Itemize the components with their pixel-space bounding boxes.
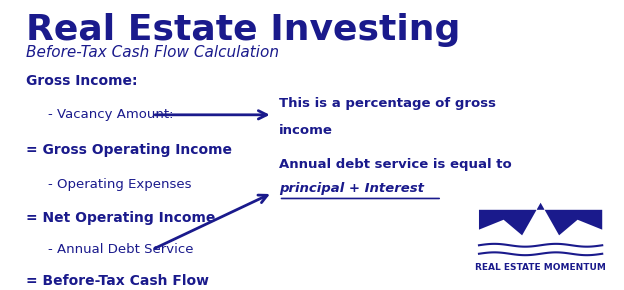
Text: REAL ESTATE MOMENTUM: REAL ESTATE MOMENTUM: [475, 263, 606, 272]
Text: income: income: [279, 124, 333, 137]
Text: = Net Operating Income: = Net Operating Income: [26, 211, 215, 225]
Text: - Vacancy Amount:: - Vacancy Amount:: [47, 108, 173, 121]
Text: Before-Tax Cash Flow Calculation: Before-Tax Cash Flow Calculation: [26, 45, 279, 60]
Text: - Operating Expenses: - Operating Expenses: [47, 178, 191, 191]
Text: This is a percentage of gross: This is a percentage of gross: [279, 97, 495, 110]
Text: principal + Interest: principal + Interest: [279, 182, 424, 195]
Text: Annual debt service is equal to: Annual debt service is equal to: [279, 158, 512, 171]
Text: - Annual Debt Service: - Annual Debt Service: [47, 243, 193, 256]
Text: = Before-Tax Cash Flow: = Before-Tax Cash Flow: [26, 274, 209, 288]
Polygon shape: [479, 203, 602, 235]
Text: = Gross Operating Income: = Gross Operating Income: [26, 143, 232, 157]
Text: Gross Income:: Gross Income:: [26, 74, 137, 88]
Text: Real Estate Investing: Real Estate Investing: [26, 13, 461, 47]
